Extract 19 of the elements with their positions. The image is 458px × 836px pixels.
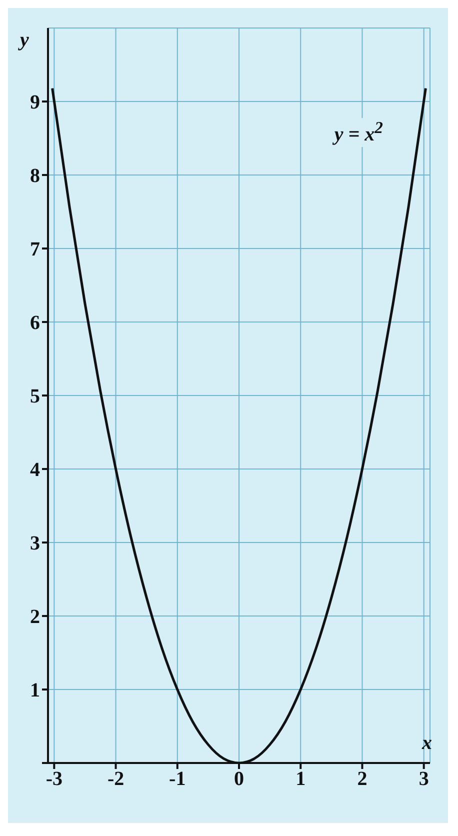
x-axis-title: x — [421, 732, 432, 754]
x-tick-label: 3 — [418, 768, 429, 790]
x-tick-label: 2 — [357, 768, 368, 790]
y-axis-title: y — [18, 29, 29, 52]
y-tick-label: 7 — [30, 238, 40, 261]
y-tick-label: 9 — [30, 92, 40, 114]
y-tick-label: 5 — [30, 386, 40, 408]
annotation: y = x$^{2}$ — [331, 118, 386, 147]
x-tick-label: 1 — [296, 768, 306, 790]
y-tick-label: 1 — [30, 680, 40, 702]
y-tick-label: 6 — [30, 312, 40, 334]
x-tick-label: 0 — [234, 768, 244, 790]
x-tick-label: -1 — [169, 768, 186, 790]
y-tick-label: 3 — [30, 532, 40, 555]
x-tick-label: -2 — [107, 768, 124, 790]
y-tick-label: 2 — [30, 606, 40, 628]
x-tick-label: -3 — [46, 768, 62, 790]
y-tick-label: 4 — [30, 459, 40, 482]
y-tick-label: 8 — [30, 165, 40, 188]
